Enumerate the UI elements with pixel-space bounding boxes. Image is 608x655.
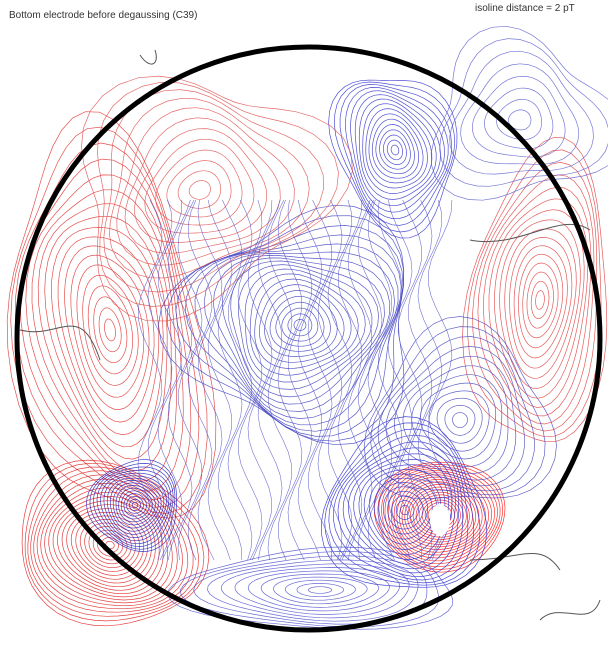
field-core: [430, 504, 450, 536]
isoline-annotation: isoline distance = 2 pT: [475, 3, 575, 14]
field-map: Bottom electrode before degaussing (C39)…: [0, 0, 608, 655]
background: [0, 0, 608, 655]
figure-title: Bottom electrode before degaussing (C39): [9, 10, 197, 21]
